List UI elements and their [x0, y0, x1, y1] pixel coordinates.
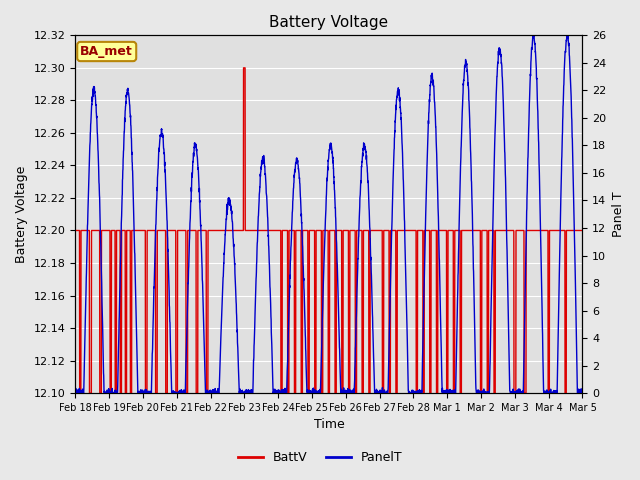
- X-axis label: Time: Time: [314, 419, 344, 432]
- Title: Battery Voltage: Battery Voltage: [269, 15, 388, 30]
- Y-axis label: Battery Voltage: Battery Voltage: [15, 166, 28, 263]
- Text: BA_met: BA_met: [81, 45, 133, 58]
- Legend: BattV, PanelT: BattV, PanelT: [232, 446, 408, 469]
- Y-axis label: Panel T: Panel T: [612, 192, 625, 237]
